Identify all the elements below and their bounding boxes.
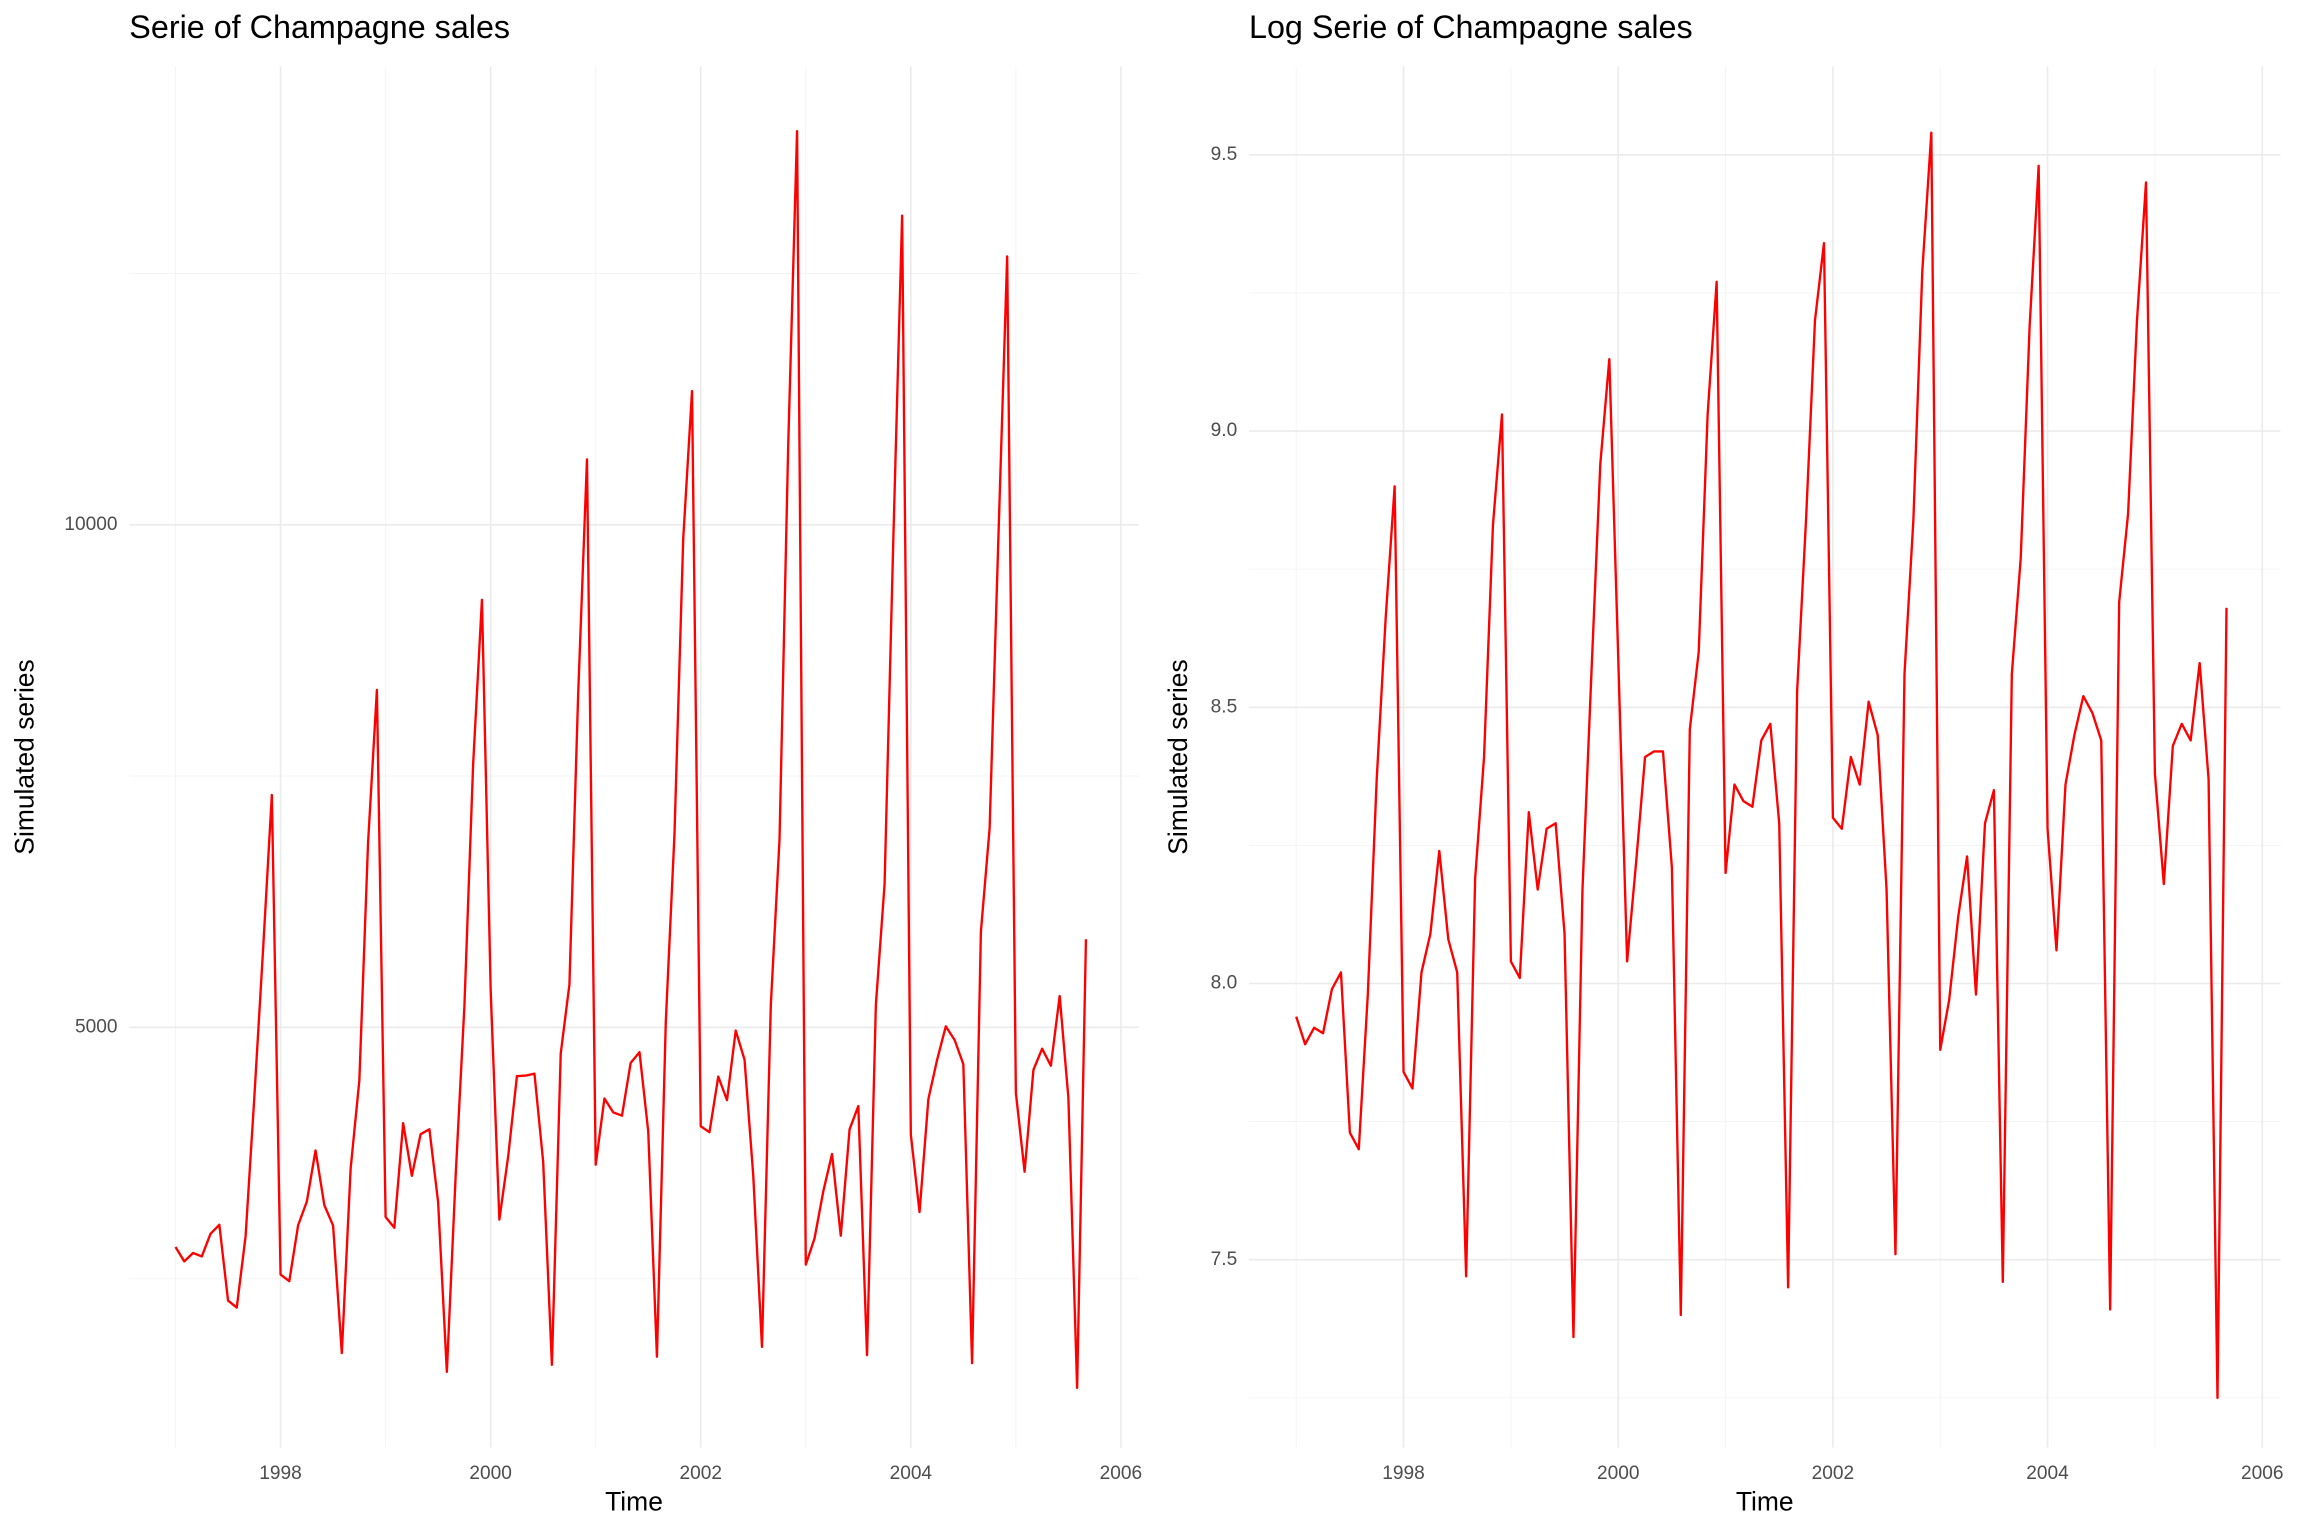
y-tick-label: 8.0	[1211, 973, 1238, 994]
x-tick-label: 2000	[1597, 1463, 1639, 1484]
y-tick-label: 9.0	[1211, 420, 1238, 441]
chart-title: Log Serie of Champagne sales	[1249, 9, 1693, 45]
y-axis-title: Simulated series	[9, 659, 39, 854]
x-tick-label: 2002	[680, 1463, 722, 1484]
x-axis-title: Time	[1736, 1486, 1794, 1516]
x-tick-label: 2000	[469, 1463, 511, 1484]
x-tick-label: 2006	[1100, 1463, 1142, 1484]
y-tick-label: 9.5	[1211, 144, 1238, 165]
data-line	[174, 130, 1088, 1390]
y-tick-label: 5000	[75, 1016, 117, 1037]
x-tick-label: 1998	[259, 1463, 301, 1484]
data-line	[1295, 131, 2228, 1400]
x-tick-label: 2004	[890, 1463, 933, 1484]
x-tick-label: 2006	[2241, 1463, 2283, 1484]
y-tick-label: 7.5	[1211, 1249, 1238, 1270]
chart-title: Serie of Champagne sales	[129, 9, 510, 45]
y-axis-title: Simulated series	[1163, 659, 1193, 854]
y-tick-label: 8.5	[1211, 696, 1238, 717]
x-tick-label: 2004	[2026, 1463, 2069, 1484]
y-tick-label: 10000	[64, 514, 117, 535]
x-tick-label: 1998	[1382, 1463, 1424, 1484]
x-tick-label: 2002	[1812, 1463, 1854, 1484]
x-axis-title: Time	[605, 1486, 663, 1516]
